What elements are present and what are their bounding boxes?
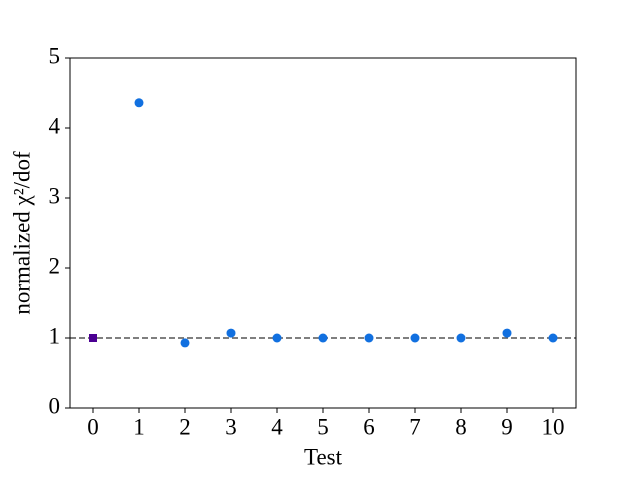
x-tick-label: 5 <box>317 414 329 439</box>
point <box>180 338 190 348</box>
y-axis-label: normalized χ²/dof <box>9 151 34 315</box>
x-tick-label: 1 <box>133 414 145 439</box>
y-tick-label: 4 <box>49 113 61 138</box>
x-tick-label: 4 <box>271 414 283 439</box>
x-tick-label: 7 <box>409 414 421 439</box>
x-tick-label: 2 <box>179 414 191 439</box>
point <box>456 333 466 343</box>
point <box>318 333 328 343</box>
x-tick-label: 10 <box>542 414 565 439</box>
y-tick-label: 0 <box>49 393 61 418</box>
x-axis-label: Test <box>304 444 343 469</box>
point <box>272 333 282 343</box>
x-tick-label: 9 <box>501 414 513 439</box>
y-tick-label: 3 <box>49 183 61 208</box>
x-tick-label: 6 <box>363 414 375 439</box>
y-tick-label: 2 <box>49 253 61 278</box>
plot-frame <box>69 57 577 409</box>
y-tick-label: 1 <box>49 323 61 348</box>
x-tick-label: 0 <box>87 414 99 439</box>
point <box>548 333 558 343</box>
point <box>134 98 144 108</box>
y-tick-label: 5 <box>49 43 61 68</box>
x-tick-label: 3 <box>225 414 237 439</box>
point <box>89 334 97 342</box>
point <box>502 328 512 338</box>
point <box>410 333 420 343</box>
point <box>364 333 374 343</box>
point <box>226 328 236 338</box>
x-tick-label: 8 <box>455 414 467 439</box>
